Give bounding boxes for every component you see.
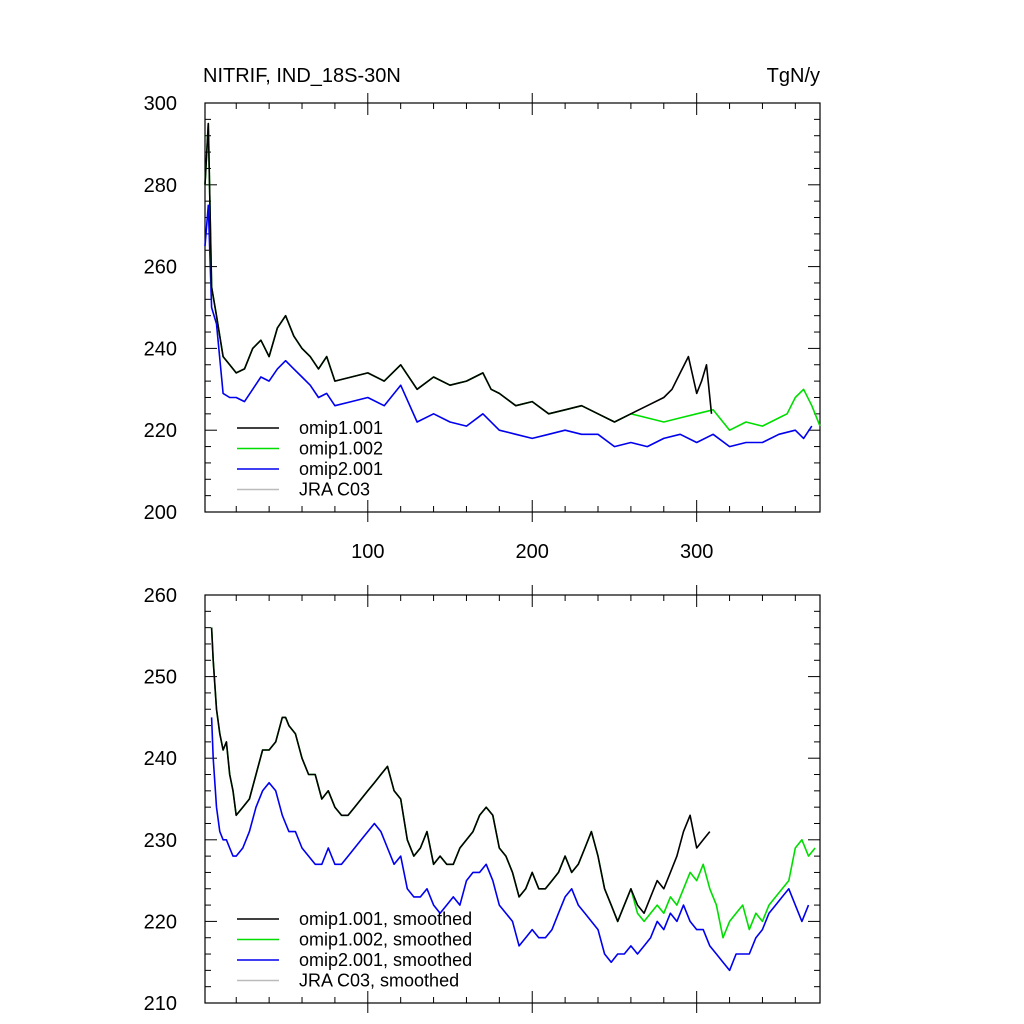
legend-label: omip1.001, smoothed bbox=[299, 909, 472, 929]
y-tick-label: 260 bbox=[144, 257, 177, 279]
y-tick-label: 300 bbox=[144, 93, 177, 115]
top-chart-title: NITRIF, IND_18S-30N bbox=[203, 65, 401, 87]
top-chart-units: TgN/y bbox=[767, 65, 820, 87]
x-tick-label: 100 bbox=[351, 541, 384, 563]
legend-label: JRA C03 bbox=[299, 480, 370, 500]
y-tick-label: 220 bbox=[144, 420, 177, 442]
series-line-omip1-001 bbox=[204, 122, 713, 423]
y-tick-label: 240 bbox=[144, 338, 177, 360]
y-tick-label: 230 bbox=[144, 830, 177, 852]
legend-label: omip2.001 bbox=[299, 459, 383, 479]
legend-label: omip1.002, smoothed bbox=[299, 930, 472, 950]
x-tick-label: 300 bbox=[680, 541, 713, 563]
y-tick-label: 200 bbox=[144, 502, 177, 524]
series-line-omip1-001-smoothed bbox=[210, 627, 711, 923]
legend-label: omip2.001, smoothed bbox=[299, 950, 472, 970]
series-line-omip1-002 bbox=[204, 122, 821, 431]
plot-frame bbox=[204, 594, 821, 1004]
series-line-omip2-001-smoothed bbox=[210, 717, 810, 972]
y-tick-label: 220 bbox=[144, 911, 177, 933]
legend-label: omip1.001 bbox=[299, 418, 383, 438]
y-tick-label: 260 bbox=[144, 585, 177, 607]
y-tick-label: 210 bbox=[144, 993, 177, 1015]
plot-frame bbox=[204, 102, 821, 513]
series-line-omip1-002-smoothed bbox=[210, 627, 816, 939]
legend-label: omip1.002 bbox=[299, 439, 383, 459]
series-line-omip2-001 bbox=[204, 204, 813, 448]
y-tick-label: 250 bbox=[144, 667, 177, 689]
y-tick-label: 280 bbox=[144, 175, 177, 197]
x-tick-label: 200 bbox=[516, 541, 549, 563]
y-tick-label: 240 bbox=[144, 748, 177, 770]
legend-label: JRA C03, smoothed bbox=[299, 971, 459, 991]
